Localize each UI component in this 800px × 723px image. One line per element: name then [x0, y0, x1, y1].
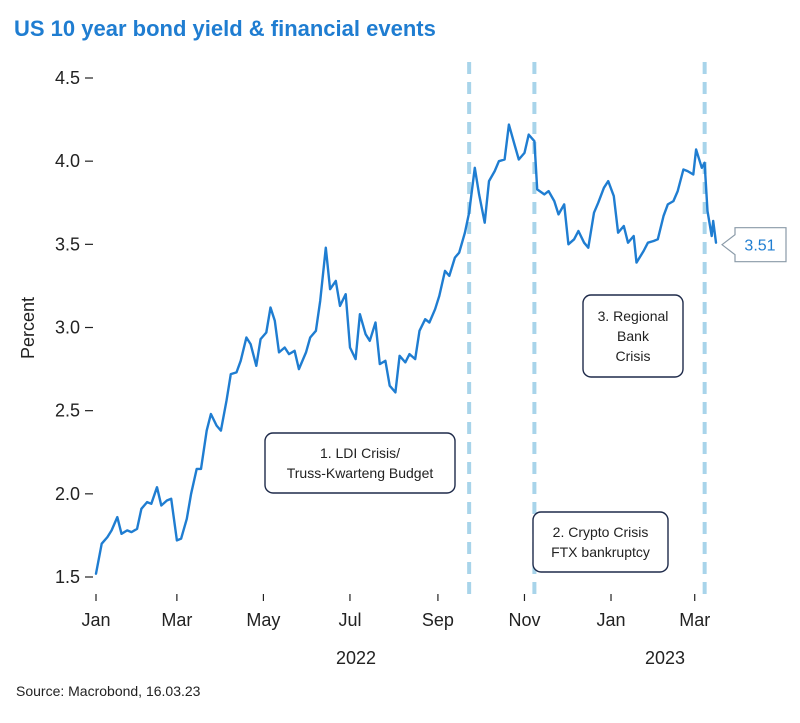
- x-tick-label: Mar: [679, 610, 710, 630]
- x-tick-label: Jan: [596, 610, 625, 630]
- last-value-callout: 3.51: [721, 227, 787, 263]
- y-tick-label: 1.5: [55, 567, 80, 587]
- annotation-text: Bank: [617, 328, 650, 344]
- x-tick-label: May: [246, 610, 280, 630]
- y-tick-label: 2.0: [55, 484, 80, 504]
- series-line: [94, 123, 718, 575]
- year-label: 2023: [645, 648, 685, 668]
- y-tick-label: 2.5: [55, 401, 80, 421]
- annotation-text: FTX bankruptcy: [551, 544, 650, 560]
- y-axis-title: Percent: [18, 297, 38, 359]
- annotations: 1. LDI Crisis/Truss-Kwarteng Budget 2. Cr…: [264, 294, 684, 573]
- annotation-box: [264, 432, 456, 494]
- year-label: 2022: [336, 648, 376, 668]
- last-value-label: 3.51: [744, 238, 775, 255]
- x-tick-label: Mar: [161, 610, 192, 630]
- x-tick-label: Sep: [422, 610, 454, 630]
- x-tick-label: Nov: [508, 610, 540, 630]
- annotation-box: [582, 294, 684, 378]
- x-tick-label: Jul: [338, 610, 361, 630]
- last-value-box: [721, 227, 787, 263]
- annotation-text: Crisis: [616, 348, 651, 364]
- y-axis: 1.5 2.0 2.5 3.0 3.5 4.0 4.5: [55, 68, 93, 587]
- chart-title: US 10 year bond yield & financial events: [14, 16, 436, 41]
- y-tick-label: 4.5: [55, 68, 80, 88]
- annotation-text: 2. Crypto Crisis: [553, 524, 649, 540]
- x-tick-label: Jan: [81, 610, 110, 630]
- series-group: [94, 123, 718, 575]
- annotation-box: [532, 511, 669, 573]
- y-tick-label: 3.0: [55, 318, 80, 338]
- annotation-text: 1. LDI Crisis/: [320, 445, 400, 461]
- source-note: Source: Macrobond, 16.03.23: [16, 683, 201, 699]
- annotation-text: Truss-Kwarteng Budget: [287, 465, 434, 481]
- y-tick-label: 3.5: [55, 234, 80, 254]
- x-axis: Jan Mar May Jul Sep Nov Jan Mar 2022 2023: [81, 594, 710, 668]
- y-tick-label: 4.0: [55, 151, 80, 171]
- annotation-text: 3. Regional: [598, 308, 669, 324]
